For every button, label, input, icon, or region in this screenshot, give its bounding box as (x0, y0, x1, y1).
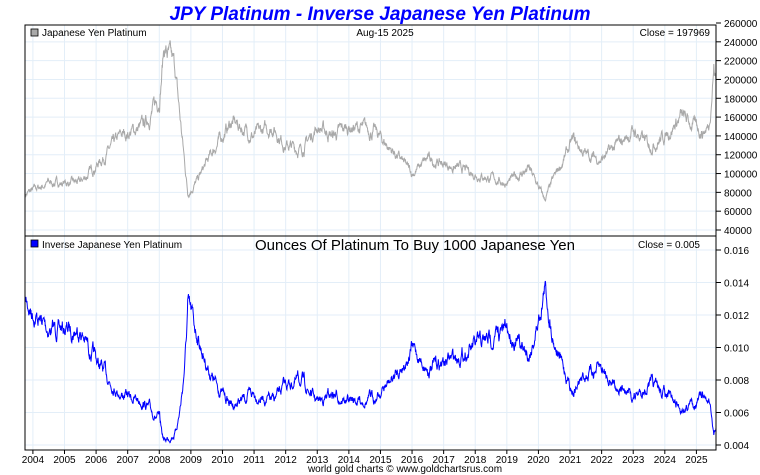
x-tick-label: 2008 (148, 455, 171, 466)
chart-title: JPY Platinum - Inverse Japanese Yen Plat… (170, 4, 591, 25)
x-tick-label: 2025 (685, 455, 708, 466)
x-tick-label: 2020 (527, 455, 550, 466)
y-tick-label: 0.006 (724, 409, 749, 420)
y-tick-label: 240000 (724, 38, 758, 49)
y-tick-label: 0.008 (724, 376, 749, 387)
close-top: Close = 197969 (640, 28, 711, 39)
y-tick-label: 160000 (724, 113, 758, 124)
y-tick-label: 80000 (724, 188, 752, 199)
close-bottom: Close = 0.005 (638, 240, 700, 251)
x-tick-label: 2005 (53, 455, 76, 466)
legend-top: Japanese Yen Platinum (42, 28, 147, 39)
x-tick-label: 2017 (433, 455, 456, 466)
bottom-panel (24, 235, 717, 451)
x-tick-label: 2004 (22, 455, 45, 466)
y-tick-label: 0.016 (724, 246, 749, 257)
y-tick-label: 220000 (724, 57, 758, 68)
legend-swatch-top (30, 28, 39, 37)
y-tick-label: 0.004 (724, 441, 749, 452)
y-tick-label: 120000 (724, 151, 758, 162)
y-tick-label: 0.010 (724, 344, 749, 355)
legend-bottom: Inverse Japanese Yen Platinum (42, 240, 182, 251)
x-tick-label: 2009 (180, 455, 203, 466)
series-inverse (24, 280, 717, 444)
y-tick-label: 0.012 (724, 311, 749, 322)
footer: world gold charts © www.goldchartsrus.co… (307, 464, 502, 475)
date-label: Aug-15 2025 (356, 28, 414, 39)
x-tick-label: 2014 (338, 455, 361, 466)
y-tick-label: 0.014 (724, 279, 749, 290)
y-tick-label: 260000 (724, 19, 758, 30)
y-tick-label: 60000 (724, 207, 752, 218)
x-tick-label: 2013 (306, 455, 329, 466)
x-tick-label: 2015 (369, 455, 392, 466)
series-jpy-platinum (24, 40, 717, 202)
y-tick-label: 40000 (724, 226, 752, 237)
x-tick-label: 2022 (590, 455, 613, 466)
x-tick-label: 2019 (496, 455, 519, 466)
x-tick-label: 2021 (559, 455, 582, 466)
y-tick-label: 200000 (724, 75, 758, 86)
x-tick-label: 2024 (654, 455, 677, 466)
top-panel (24, 24, 717, 237)
y-tick-label: 180000 (724, 94, 758, 105)
x-tick-label: 2006 (85, 455, 108, 466)
x-tick-label: 2018 (464, 455, 487, 466)
subtitle: Ounces Of Platinum To Buy 1000 Japanese … (255, 237, 575, 254)
x-tick-label: 2011 (243, 455, 265, 466)
legend-swatch-bottom (30, 239, 39, 248)
x-tick-label: 2012 (275, 455, 298, 466)
x-tick-label: 2007 (117, 455, 140, 466)
x-tick-label: 2023 (622, 455, 645, 466)
y-tick-label: 100000 (724, 170, 758, 181)
y-tick-label: 140000 (724, 132, 758, 143)
x-tick-label: 2016 (401, 455, 424, 466)
x-tick-label: 2010 (211, 455, 234, 466)
